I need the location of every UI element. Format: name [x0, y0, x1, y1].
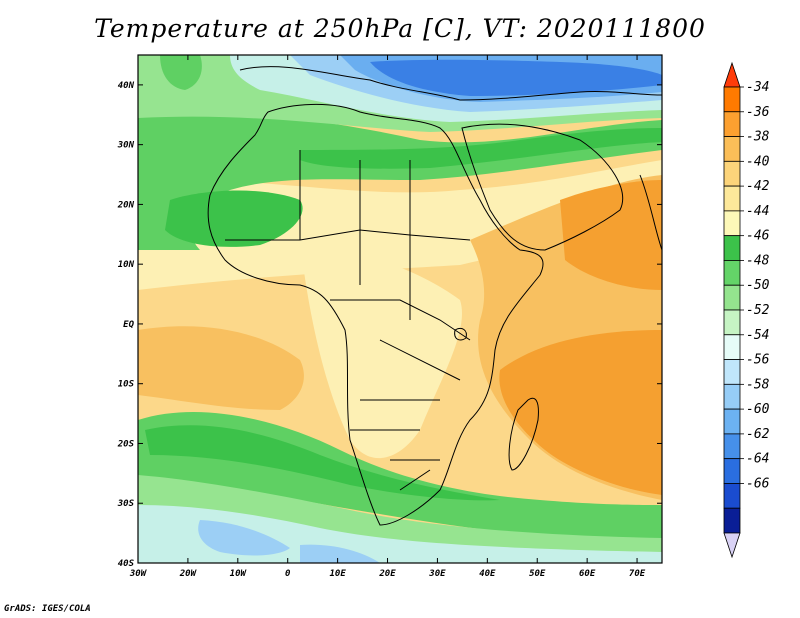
colorbar-top-triangle [723, 61, 741, 88]
colorbar-box [723, 507, 741, 534]
colorbar-bottom-triangle [723, 532, 741, 559]
border-north [299, 150, 411, 320]
credit-text: GrADS: IGES/COLA [4, 604, 91, 614]
lat-tick-label: 40S [118, 559, 135, 569]
europe-coastline [239, 66, 662, 101]
colorbar-box [723, 86, 741, 113]
madagascar-coastline [508, 397, 539, 471]
latitude-axis: 40N 30N 20N 10N EQ 10S 20S 30S 40S [117, 81, 662, 569]
map-title: Temperature at 250hPa [C], VT: 202011180… [94, 14, 706, 43]
colorbar-label: -54 [746, 328, 769, 343]
colorbar-label: -44 [746, 204, 769, 219]
deep-green-band-south [145, 425, 500, 501]
lon-tick-label: 50E [529, 569, 546, 579]
colorbar-label: -52 [746, 303, 770, 318]
colorbar-box [723, 235, 741, 261]
lake-victoria [454, 327, 467, 341]
orange-atlantic [138, 326, 304, 410]
sky-south [198, 520, 290, 556]
colorbar-box [723, 260, 741, 286]
colorbar-label: -64 [746, 452, 769, 467]
deep-green-band-north [300, 128, 662, 169]
colorbar-box [723, 408, 741, 435]
lat-tick-label: 20N [117, 200, 135, 210]
colorbar-box [723, 160, 741, 187]
colorbar-label: -56 [746, 353, 770, 368]
colorbar-box [723, 359, 741, 385]
colorbar-box [723, 433, 741, 460]
map-frame [137, 54, 663, 564]
colorbar-box [723, 284, 741, 311]
colorbar-box [723, 309, 741, 336]
colorbar-label: -58 [746, 377, 770, 392]
lon-tick-label: 30W [129, 569, 148, 579]
lon-tick-label: 10W [230, 569, 248, 579]
lon-tick-label: 0 [285, 569, 291, 579]
deep-green-west-africa [165, 190, 303, 247]
india-coastline [639, 174, 662, 251]
colorbar-box [723, 334, 741, 360]
colorbar-label: -62 [746, 427, 770, 442]
green-tongue-north [160, 55, 202, 90]
lon-tick-label: 20W [179, 569, 198, 579]
lon-tick-label: 70E [629, 569, 646, 579]
border-south [350, 429, 440, 491]
pale-band-north [138, 160, 662, 290]
lon-tick-label: 40E [479, 569, 496, 579]
colorbar-box [723, 185, 741, 212]
colorbar-label: -34 [746, 80, 769, 95]
africa-coastline [207, 104, 544, 526]
colorbar-label: -60 [746, 402, 770, 417]
sky-south-2 [300, 544, 380, 563]
lat-tick-label: 30S [117, 499, 135, 509]
lon-tick-label: 30E [428, 569, 446, 579]
colorbar-box [723, 210, 741, 237]
lat-tick-label: 20S [117, 439, 135, 449]
pale-band-central [300, 240, 462, 459]
colorbar-label: -46 [746, 229, 770, 244]
colorbar-box [723, 483, 741, 509]
colorbar-label: -42 [746, 179, 770, 194]
longitude-axis: 30W 20W 10W 0 10E 20E 30E 40E 50E 60E 70E [129, 55, 646, 579]
lon-tick-label: 20E [378, 569, 396, 579]
lon-tick-label: 60E [579, 569, 596, 579]
lat-tick-label: 10N [118, 260, 135, 270]
colorbar-label: -38 [746, 130, 770, 145]
lat-tick-label: EQ [123, 320, 134, 330]
lat-tick-label: 10S [118, 380, 135, 390]
colorbar-box [723, 383, 741, 410]
colorbar-label: -66 [746, 476, 770, 491]
orange-horn [560, 180, 662, 290]
colorbar: -34 -36 -38 -40 -42 -44 -46 -48 -50 -52 -54 -56 -58 -… [723, 61, 770, 559]
lat-tick-label: 30N [117, 141, 135, 151]
temperature-field [138, 55, 662, 563]
arabia-coastline [461, 123, 624, 251]
deep-orange-indian-ocean [499, 330, 662, 495]
colorbar-label: -48 [746, 253, 770, 268]
colorbar-label: -40 [746, 154, 770, 169]
colorbar-box [723, 136, 741, 162]
lat-tick-label: 40N [118, 81, 135, 91]
colorbar-box [723, 111, 741, 137]
deep-blue-north [370, 59, 662, 96]
coastlines [207, 66, 662, 526]
colorbar-label: -36 [746, 105, 770, 120]
colorbar-label: -50 [746, 278, 770, 293]
colorbar-box [723, 458, 741, 484]
lon-tick-label: 10E [329, 569, 346, 579]
